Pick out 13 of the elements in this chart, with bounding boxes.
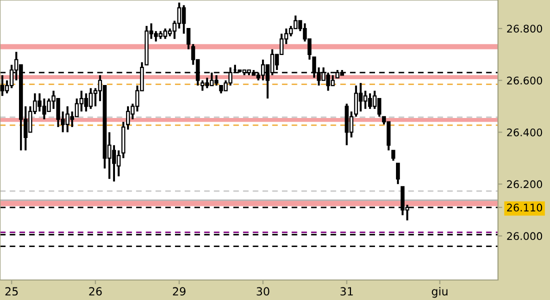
- y-tick-label: 26.110: [507, 204, 542, 212]
- x-tick-label: 25: [5, 287, 18, 296]
- candlestick: [396, 162, 400, 186]
- y-tick-label: 26.400: [507, 128, 542, 136]
- x-tick-label: 30: [256, 287, 270, 296]
- y-tick-label: 26.600: [507, 76, 542, 84]
- x-tick-label: 26: [89, 287, 102, 296]
- x-tick-label: 29: [172, 287, 186, 296]
- y-tick-label: 26.800: [507, 24, 542, 33]
- y-tick-label: 26.000: [507, 232, 542, 240]
- x-tick-label: giu: [432, 286, 448, 298]
- x-tick-label: 31: [340, 287, 353, 296]
- y-tick-label: 26.200: [507, 180, 542, 188]
